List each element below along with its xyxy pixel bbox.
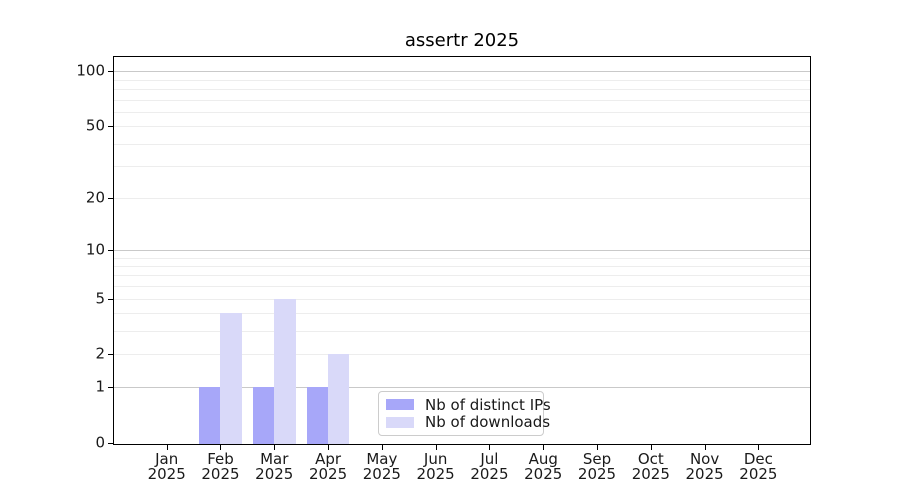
y-tick-100: [108, 71, 113, 73]
y-tick-label-10: 10: [85, 240, 105, 259]
bar-apr-downloads: [328, 354, 350, 444]
y-tick-label-20: 20: [85, 188, 105, 207]
bar-mar-downloads: [274, 298, 296, 444]
bar-feb-downloads: [220, 313, 242, 444]
x-tick-label-sep: Sep 2025: [577, 450, 617, 483]
gridline-major-1: [114, 387, 810, 389]
gridline-minor-40: [114, 143, 810, 145]
bars-layer: [114, 57, 810, 444]
legend-label-downloads: Nb of downloads: [425, 413, 551, 432]
y-tick-label-0: 0: [95, 433, 105, 452]
x-tick-label-feb: Feb 2025: [201, 450, 240, 483]
gridline-minor-4: [114, 313, 810, 315]
gridline-minor-9: [114, 257, 810, 259]
bar-feb-distinct-ips: [199, 387, 221, 444]
x-tick-oct: [650, 445, 652, 450]
y-tick-label-5: 5: [95, 289, 105, 308]
y-tick-0: [108, 443, 113, 444]
x-tick-label-jul: Jul 2025: [470, 450, 509, 483]
gridlines-layer: [114, 57, 810, 444]
x-tick-label-oct: Oct 2025: [631, 450, 670, 483]
gridline-minor-8: [114, 265, 810, 267]
y-tick-5: [108, 298, 113, 300]
gridline-minor-90: [114, 79, 810, 81]
gridline-minor-2: [114, 354, 810, 356]
x-tick-label-may: May 2025: [362, 450, 401, 483]
gridline-minor-30: [114, 166, 810, 168]
gridline-major-10: [114, 249, 810, 251]
x-tick-apr: [328, 445, 330, 450]
x-tick-label-jun: Jun 2025: [416, 450, 455, 483]
x-tick-jan: [166, 445, 168, 450]
plot-area: Nb of distinct IPs Nb of downloads: [113, 56, 811, 445]
gridline-minor-5: [114, 298, 810, 300]
bar-mar-distinct-ips: [252, 387, 275, 444]
gridline-minor-70: [114, 99, 810, 101]
x-tick-may: [381, 445, 383, 450]
gridline-minor-60: [114, 111, 810, 113]
y-tick-label-2: 2: [95, 344, 105, 363]
x-tick-nov: [704, 445, 706, 450]
x-tick-aug: [543, 445, 545, 450]
y-tick-2: [108, 354, 113, 356]
y-tick-label-1: 1: [95, 377, 105, 396]
y-tick-50: [108, 126, 113, 128]
x-tick-dec: [758, 445, 760, 450]
gridline-minor-50: [114, 126, 810, 128]
x-tick-label-mar: Mar 2025: [255, 450, 294, 483]
legend-swatch-downloads-icon: [386, 416, 414, 428]
gridline-minor-20: [114, 197, 810, 199]
y-tick-label-50: 50: [85, 116, 105, 135]
legend-row-distinct-ips: Nb of distinct IPs: [386, 397, 551, 413]
x-tick-label-nov: Nov 2025: [685, 450, 724, 483]
y-tick-10: [108, 249, 113, 251]
chart-title: assertr 2025: [404, 30, 520, 51]
x-tick-label-dec: Dec 2025: [739, 450, 778, 483]
x-tick-jun: [435, 445, 437, 450]
gridline-major-100: [114, 71, 810, 73]
gridline-minor-7: [114, 275, 810, 277]
gridline-minor-3: [114, 331, 810, 333]
gridline-minor-80: [114, 88, 810, 90]
x-tick-label-jan: Jan 2025: [147, 450, 186, 483]
y-tick-label-100: 100: [76, 61, 105, 80]
legend-label-distinct-ips: Nb of distinct IPs: [425, 395, 551, 414]
x-tick-label-aug: Aug 2025: [524, 450, 563, 483]
legend-swatch-distinct-ips-icon: [386, 399, 414, 411]
x-tick-feb: [220, 445, 222, 450]
y-tick-20: [108, 197, 113, 199]
legend: Nb of distinct IPs Nb of downloads: [378, 391, 551, 436]
legend-row-downloads: Nb of downloads: [386, 414, 550, 430]
y-tick-1: [108, 387, 113, 389]
x-tick-mar: [274, 445, 276, 450]
x-tick-label-apr: Apr 2025: [308, 450, 348, 483]
x-tick-sep: [597, 445, 599, 450]
gridline-minor-6: [114, 286, 810, 288]
x-tick-jul: [489, 445, 491, 450]
bar-apr-distinct-ips: [306, 387, 329, 444]
